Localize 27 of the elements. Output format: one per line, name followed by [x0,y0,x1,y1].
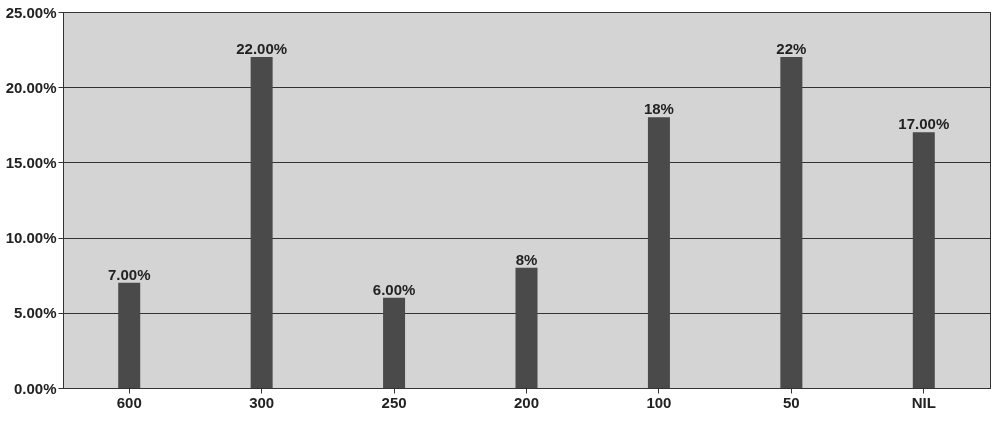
bar [515,267,538,388]
data-label: 22% [776,40,807,58]
bar [118,282,141,388]
x-tick-label: 50 [783,393,800,411]
x-tick-label: 600 [116,393,142,411]
bar [383,297,406,388]
data-label: 18% [643,100,674,118]
bar [250,57,273,388]
y-tick-label: 20.00% [5,78,57,96]
y-tick-label: 5.00% [13,304,57,322]
x-tick-label: 300 [249,393,275,411]
data-label: 7.00% [107,265,151,283]
y-tick-label: 25.00% [5,3,57,21]
bar [647,117,670,388]
data-label: 22.00% [236,40,288,58]
y-tick-label: 15.00% [5,153,57,171]
x-tick-label: 200 [513,393,540,411]
bar [912,132,935,388]
x-tick-label: NIL [911,393,936,411]
x-tick-label: 100 [646,393,672,411]
x-tick-label: 250 [381,393,407,411]
data-label: 17.00% [898,115,950,133]
y-tick-label: 0.00% [13,379,57,397]
y-tick-label: 10.00% [5,229,57,247]
data-label: 6.00% [372,280,416,298]
data-label: 8% [515,250,538,268]
bar [780,57,803,388]
